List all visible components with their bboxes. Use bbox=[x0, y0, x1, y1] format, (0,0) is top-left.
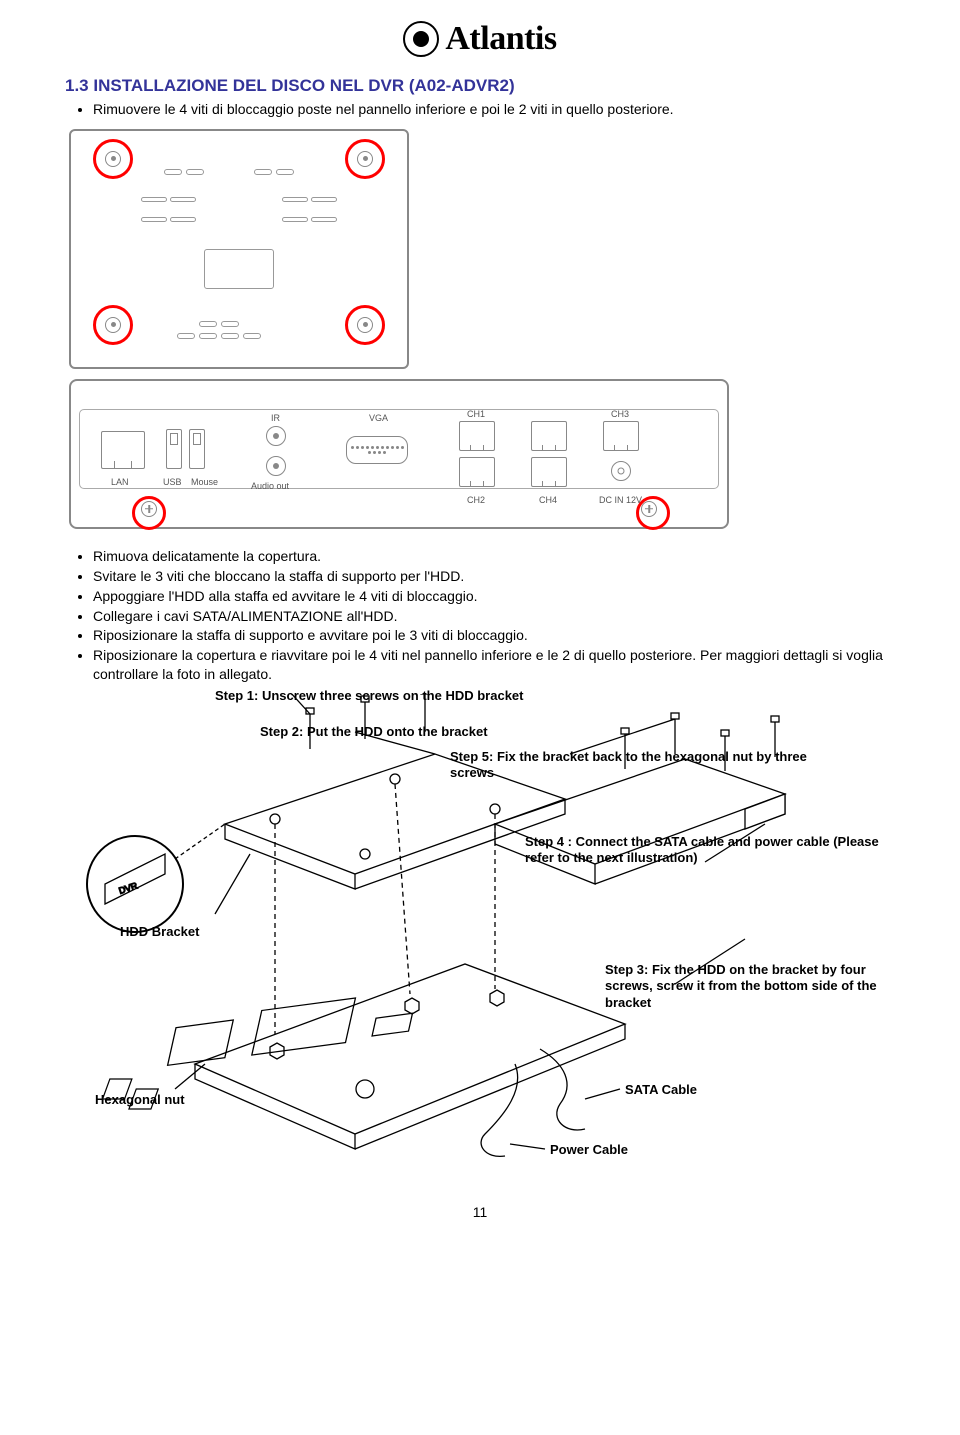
port-label: CH3 bbox=[611, 409, 629, 419]
ch-port-icon bbox=[531, 457, 567, 487]
step-label: Step 5: Fix the bracket back to the hexa… bbox=[450, 749, 830, 782]
port-label: CH1 bbox=[467, 409, 485, 419]
highlight-circle-icon bbox=[636, 496, 670, 530]
highlight-circle-icon bbox=[345, 305, 385, 345]
list-item: Svitare le 3 viti che bloccano la staffa… bbox=[93, 567, 895, 586]
vga-port-icon bbox=[346, 436, 408, 464]
target-icon bbox=[403, 21, 439, 57]
instructions-list-1: Rimuovere le 4 viti di bloccaggio poste … bbox=[65, 100, 895, 119]
figure-assembly: DVR bbox=[65, 694, 895, 1184]
port-label: VGA bbox=[369, 413, 388, 423]
step-label: Step 2: Put the HDD onto the bracket bbox=[260, 724, 560, 740]
list-item: Riposizionare la staffa di supporto e av… bbox=[93, 626, 895, 645]
usb-port-icon bbox=[189, 429, 205, 469]
highlight-circle-icon bbox=[93, 139, 133, 179]
document-page: Atlantis 1.3 INSTALLAZIONE DEL DISCO NEL… bbox=[0, 0, 960, 1260]
part-label: SATA Cable bbox=[625, 1082, 697, 1097]
usb-port-icon bbox=[166, 429, 182, 469]
step-label: Step 4 : Connect the SATA cable and powe… bbox=[525, 834, 885, 867]
brand-header: Atlantis bbox=[65, 20, 895, 58]
lan-port-icon bbox=[101, 431, 145, 469]
audio-jack-icon bbox=[266, 456, 286, 476]
step-label: Step 3: Fix the HDD on the bracket by fo… bbox=[605, 962, 885, 1011]
ch-port-icon bbox=[459, 421, 495, 451]
brand-logo: Atlantis bbox=[403, 20, 556, 58]
instructions-list-2: Rimuova delicatamente la copertura. Svit… bbox=[65, 547, 895, 684]
list-item: Collegare i cavi SATA/ALIMENTAZIONE all'… bbox=[93, 607, 895, 626]
port-label: DC IN 12V bbox=[599, 495, 642, 505]
step-label: Step 1: Unscrew three screws on the HDD … bbox=[215, 688, 575, 704]
port-label: CH4 bbox=[539, 495, 557, 505]
list-item: Appoggiare l'HDD alla staffa ed avvitare… bbox=[93, 587, 895, 606]
port-label: IR bbox=[271, 413, 280, 423]
part-label: Hexagonal nut bbox=[95, 1092, 185, 1107]
dc-jack-icon bbox=[611, 461, 631, 481]
ch-port-icon bbox=[459, 457, 495, 487]
highlight-circle-icon bbox=[93, 305, 133, 345]
brand-name: Atlantis bbox=[445, 20, 556, 58]
part-label: HDD Bracket bbox=[120, 924, 199, 939]
figure-rear-panel: LAN USB Mouse IR Audio out VGA CH1 CH2 C… bbox=[69, 379, 729, 529]
svg-text:DVR: DVR bbox=[118, 880, 140, 896]
list-item: Rimuovere le 4 viti di bloccaggio poste … bbox=[93, 100, 895, 119]
port-label: Mouse bbox=[191, 477, 218, 487]
ir-jack-icon bbox=[266, 426, 286, 446]
port-label: Audio out bbox=[251, 481, 289, 491]
page-number: 11 bbox=[65, 1204, 895, 1220]
highlight-circle-icon bbox=[132, 496, 166, 530]
ch-port-icon bbox=[531, 421, 567, 451]
figure-bracket-top bbox=[69, 129, 409, 369]
part-label: Power Cable bbox=[550, 1142, 628, 1157]
port-label: LAN bbox=[111, 477, 129, 487]
ch-port-icon bbox=[603, 421, 639, 451]
highlight-circle-icon bbox=[345, 139, 385, 179]
list-item: Riposizionare la copertura e riavvitare … bbox=[93, 646, 895, 684]
port-label: USB bbox=[163, 477, 182, 487]
list-item: Rimuova delicatamente la copertura. bbox=[93, 547, 895, 566]
section-title: 1.3 INSTALLAZIONE DEL DISCO NEL DVR (A02… bbox=[65, 76, 895, 96]
port-label: CH2 bbox=[467, 495, 485, 505]
